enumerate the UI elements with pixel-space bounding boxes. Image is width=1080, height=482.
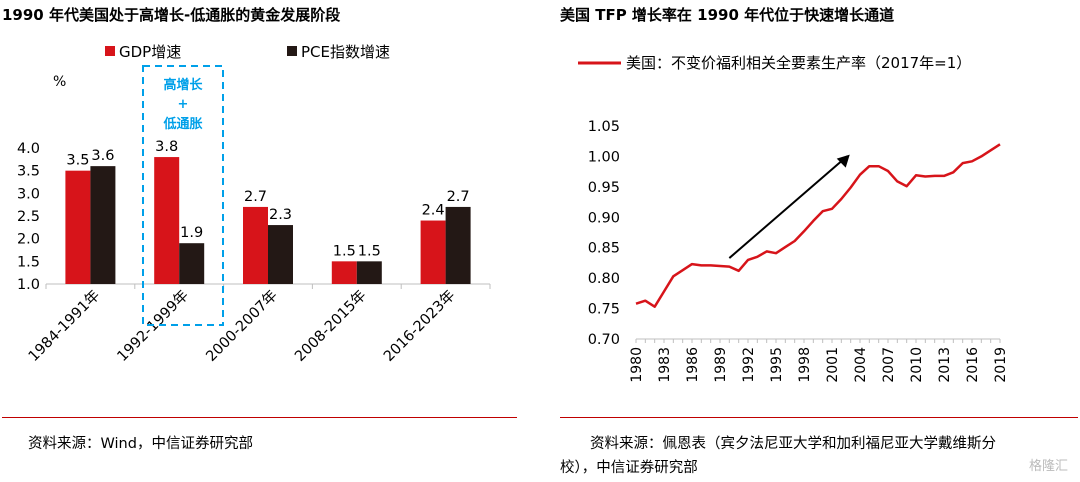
y-tick-label: 0.75 [588,302,620,318]
bar-gdp [154,157,180,284]
y-tick-label: 2.5 [17,209,40,225]
bar-gdp [331,261,357,284]
y-tick-label: 2.0 [17,232,40,248]
y-tick-label: 1.05 [588,119,620,135]
y-tick-label: 0.70 [588,332,620,348]
trend-arrow-shaft [728,155,848,259]
y-tick-label: 0.80 [588,271,620,287]
data-label-gdp: 2.7 [244,189,267,205]
right-source-line2: 校），中信证券研究部 [560,460,698,476]
data-label-gdp: 3.5 [66,153,89,169]
highlight-label-line1: 高增长 [163,77,203,93]
data-label-pce: 3.6 [91,148,114,164]
highlight-box [142,65,224,326]
highlight-label-line2: + [178,97,189,112]
y-tick-label: 0.95 [588,180,620,196]
right-source-line1: 资料来源：佩恩表（宾夕法尼亚大学和加利福尼亚大学戴维斯分 [590,436,996,452]
y-axis-unit: % [53,74,66,90]
y-tick-label: 1.00 [588,149,620,165]
data-label-gdp: 2.4 [422,203,445,219]
left-chart-title: 1990 年代美国处于高增长-低通胀的黄金发展阶段 [2,6,341,24]
x-tick-label: 2000-2007年 [203,287,281,365]
bar-pce [90,166,116,284]
x-tick-label: 2016-2023年 [380,287,458,365]
x-tick-label: 2019 [993,347,1009,383]
x-tick-label: 2008-2015年 [291,287,369,365]
x-tick-label: 1983 [657,347,673,383]
watermark-logo: 格隆汇 [1028,459,1068,474]
x-tick-label: 2010 [909,347,925,383]
x-tick-label: 1989 [713,347,729,383]
y-tick-label: 1.0 [17,277,40,293]
y-tick-label: 0.90 [588,210,620,226]
data-label-gdp: 1.5 [333,243,356,259]
bar-gdp [420,220,446,284]
bar-gdp [243,206,268,284]
data-label-pce: 1.9 [180,225,203,241]
y-tick-label: 4.0 [17,141,40,157]
left-source: 资料来源：Wind，中信证券研究部 [28,436,253,452]
bar-pce [356,261,382,284]
x-tick-label: 1995 [769,347,785,383]
x-tick-label: 1986 [685,347,701,383]
y-tick-label: 3.5 [17,164,40,180]
right-chart-title: 美国 TFP 增长率在 1990 年代位于快速增长通道 [560,6,895,24]
highlight-label-line3: 低通胀 [162,116,202,132]
x-tick-label: 1980 [629,347,645,383]
y-tick-label: 3.0 [17,186,40,202]
data-label-pce: 1.5 [358,243,381,259]
legend-swatch-gdp [105,46,115,56]
legend-label-gdp: GDP增速 [119,43,181,61]
left-divider [2,417,517,418]
x-tick-label: 1998 [797,347,813,383]
data-label-pce: 2.3 [269,207,292,223]
trend-arrow-head [836,154,850,168]
tfp-line [635,143,1001,308]
bar-pce [179,243,205,284]
x-tick-label: 1984-1991年 [25,287,103,365]
x-tick-label: 1992 [741,347,757,383]
legend-label-tfp: 美国：不变价福利相关全要素生产率（2017年=1） [626,54,971,72]
bar-gdp [65,170,91,284]
data-label-pce: 2.7 [447,189,470,205]
x-tick-label: 2004 [853,347,869,383]
x-tick-label: 2013 [937,347,953,383]
x-tick-label: 2016 [965,347,981,383]
y-tick-label: 1.5 [17,254,40,270]
y-tick-label: 0.85 [588,241,620,257]
bar-pce [445,206,471,284]
legend-swatch-pce [287,46,297,56]
data-label-gdp: 3.8 [155,139,178,155]
right-divider [560,417,1078,418]
x-tick-label: 2001 [825,347,841,383]
x-tick-label: 2007 [881,347,897,383]
bar-pce [268,225,293,284]
legend-label-pce: PCE指数增速 [301,43,390,61]
